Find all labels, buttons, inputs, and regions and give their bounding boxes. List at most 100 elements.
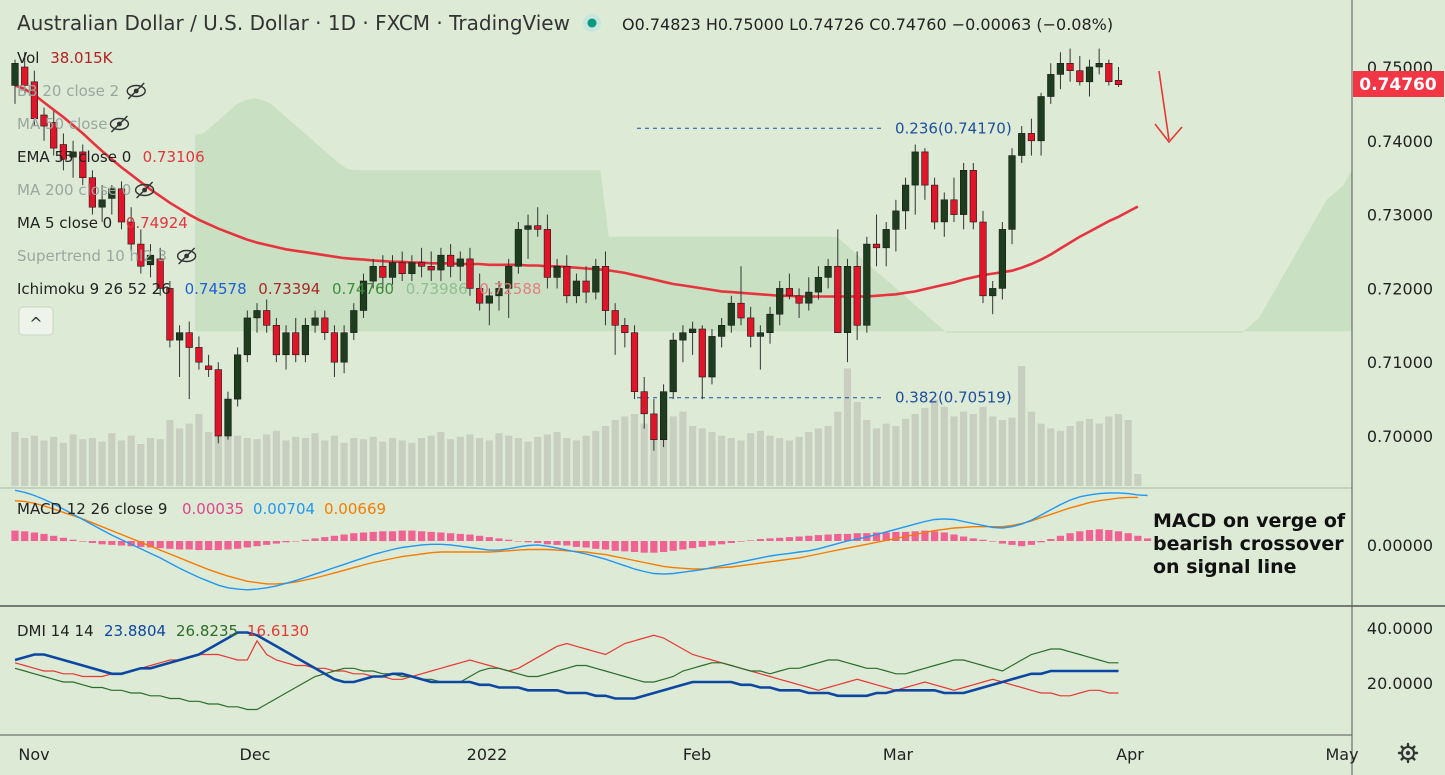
legend-row[interactable]: BB 20 close 2 (17, 82, 146, 100)
legend-row[interactable]: MA 200 close 0 (17, 181, 155, 199)
candle (30, 70, 39, 127)
volume-bar (476, 438, 484, 486)
macd-histogram-bar (1008, 541, 1016, 545)
macd-histogram-bar (185, 541, 193, 550)
legend-row[interactable]: MA 5 close 0 0.74924 (17, 214, 188, 232)
macd-histogram-bar (282, 541, 290, 543)
candle-body (330, 332, 339, 363)
candle-body (156, 258, 164, 289)
candle-body (350, 310, 358, 333)
candle (205, 354, 213, 377)
volume-bar (1047, 428, 1055, 486)
candle-body (950, 199, 958, 215)
candle (330, 325, 339, 377)
candle (146, 244, 155, 278)
macd-histogram-bar (737, 541, 745, 542)
volume-bar (979, 406, 987, 486)
macd-histogram-bar (456, 533, 464, 541)
legend-row[interactable]: EMA 55 close 0 0.73106 (17, 148, 205, 166)
candle (40, 107, 48, 141)
settings-gear-icon[interactable] (1397, 742, 1419, 764)
candle-body (650, 413, 658, 440)
volume-bar (1114, 414, 1123, 486)
volume-bar (1105, 416, 1113, 486)
volume-bar (69, 434, 77, 486)
macd-histogram-bar (176, 541, 184, 550)
volume-bar (156, 439, 164, 486)
volume-bar (911, 414, 919, 486)
candle (127, 207, 135, 252)
macd-histogram-bar (582, 541, 590, 548)
macd-legend[interactable]: MACD 12 26 close 9 0.00035 0.00704 0.006… (17, 500, 386, 518)
volume-bar (882, 423, 890, 486)
price-axis-tick: 0.71000 (1367, 353, 1433, 372)
volume-bar (282, 440, 290, 486)
candle-body (475, 288, 484, 304)
macd-histogram-bar (1124, 533, 1132, 541)
candle (214, 362, 222, 444)
macd-histogram-bar (108, 541, 116, 545)
macd-histogram-bar (1047, 539, 1055, 541)
volume-bar (11, 432, 19, 486)
macd-legend-signal-value: 0.00669 (324, 500, 386, 518)
candle (882, 221, 890, 267)
candle-body (834, 265, 842, 333)
candle-body (688, 328, 697, 334)
legend-row[interactable]: MA 50 close (17, 115, 130, 133)
eye-slash (110, 115, 128, 133)
legend-row-label: Ichimoku 9 26 52 26 (17, 280, 171, 298)
macd-histogram-bar (843, 533, 852, 541)
macd-histogram-bar (1114, 531, 1123, 542)
candle-body (195, 347, 203, 363)
legend-collapse-button[interactable] (18, 306, 54, 336)
time-axis[interactable]: Nov Dec 2022 Feb Mar Apr May (18, 745, 1358, 764)
macd-histogram-bar (350, 533, 358, 541)
annotation-line-1: MACD on verge of (1153, 510, 1346, 532)
macd-histogram-bar (931, 531, 939, 542)
volume-bar (437, 432, 445, 486)
candle-body (563, 265, 571, 297)
macd-histogram-bar (69, 539, 77, 541)
legend-row[interactable]: Vol 38.015K (17, 49, 114, 67)
eye-slash (178, 247, 196, 265)
candle-body (263, 310, 271, 326)
macd-histogram-bar (776, 537, 784, 542)
candle (272, 317, 281, 363)
hidden-eye-icon (109, 115, 130, 133)
candle (1047, 63, 1055, 104)
candle (892, 199, 900, 252)
candle (563, 255, 571, 304)
hidden-eye-icon (176, 247, 197, 265)
volume-bar (998, 420, 1006, 486)
macd-legend-macd-value: 0.00704 (253, 500, 315, 518)
time-label-apr: Apr (1116, 745, 1144, 764)
dmi-legend[interactable]: DMI 14 14 23.8804 26.8235 16.6130 (17, 622, 309, 640)
candle (108, 185, 116, 215)
candle (543, 214, 551, 289)
candle-body (1037, 96, 1045, 142)
legend-row[interactable]: Ichimoku 9 26 52 26 0.74578 0.73394 0.74760… (17, 280, 541, 298)
candle (582, 266, 590, 304)
legend-row[interactable]: Supertrend 10 hl2 3 (17, 247, 197, 265)
candle-body (611, 310, 619, 326)
candle-body (1105, 62, 1113, 82)
candle (224, 391, 232, 440)
macd-histogram-bar (1018, 541, 1026, 547)
macd-histogram-bar (79, 541, 87, 542)
candle-body (572, 280, 580, 297)
candle-body (1114, 80, 1123, 86)
candle-body (117, 188, 126, 223)
volume-bar (21, 438, 29, 486)
market-status-icon[interactable] (587, 18, 597, 28)
macd-pane (11, 489, 1152, 591)
candle-body (882, 229, 890, 249)
candle (717, 317, 726, 348)
macd-histogram-bar (21, 531, 29, 542)
macd-histogram-bar (485, 537, 493, 541)
indicator-lines-layer (14, 84, 1139, 298)
candle-body (979, 221, 987, 297)
candle-body (398, 262, 406, 275)
dmi-axis-tick-40: 40.0000 (1367, 619, 1433, 638)
legend-row-value: 38.015K (50, 49, 113, 67)
candle (834, 229, 842, 333)
